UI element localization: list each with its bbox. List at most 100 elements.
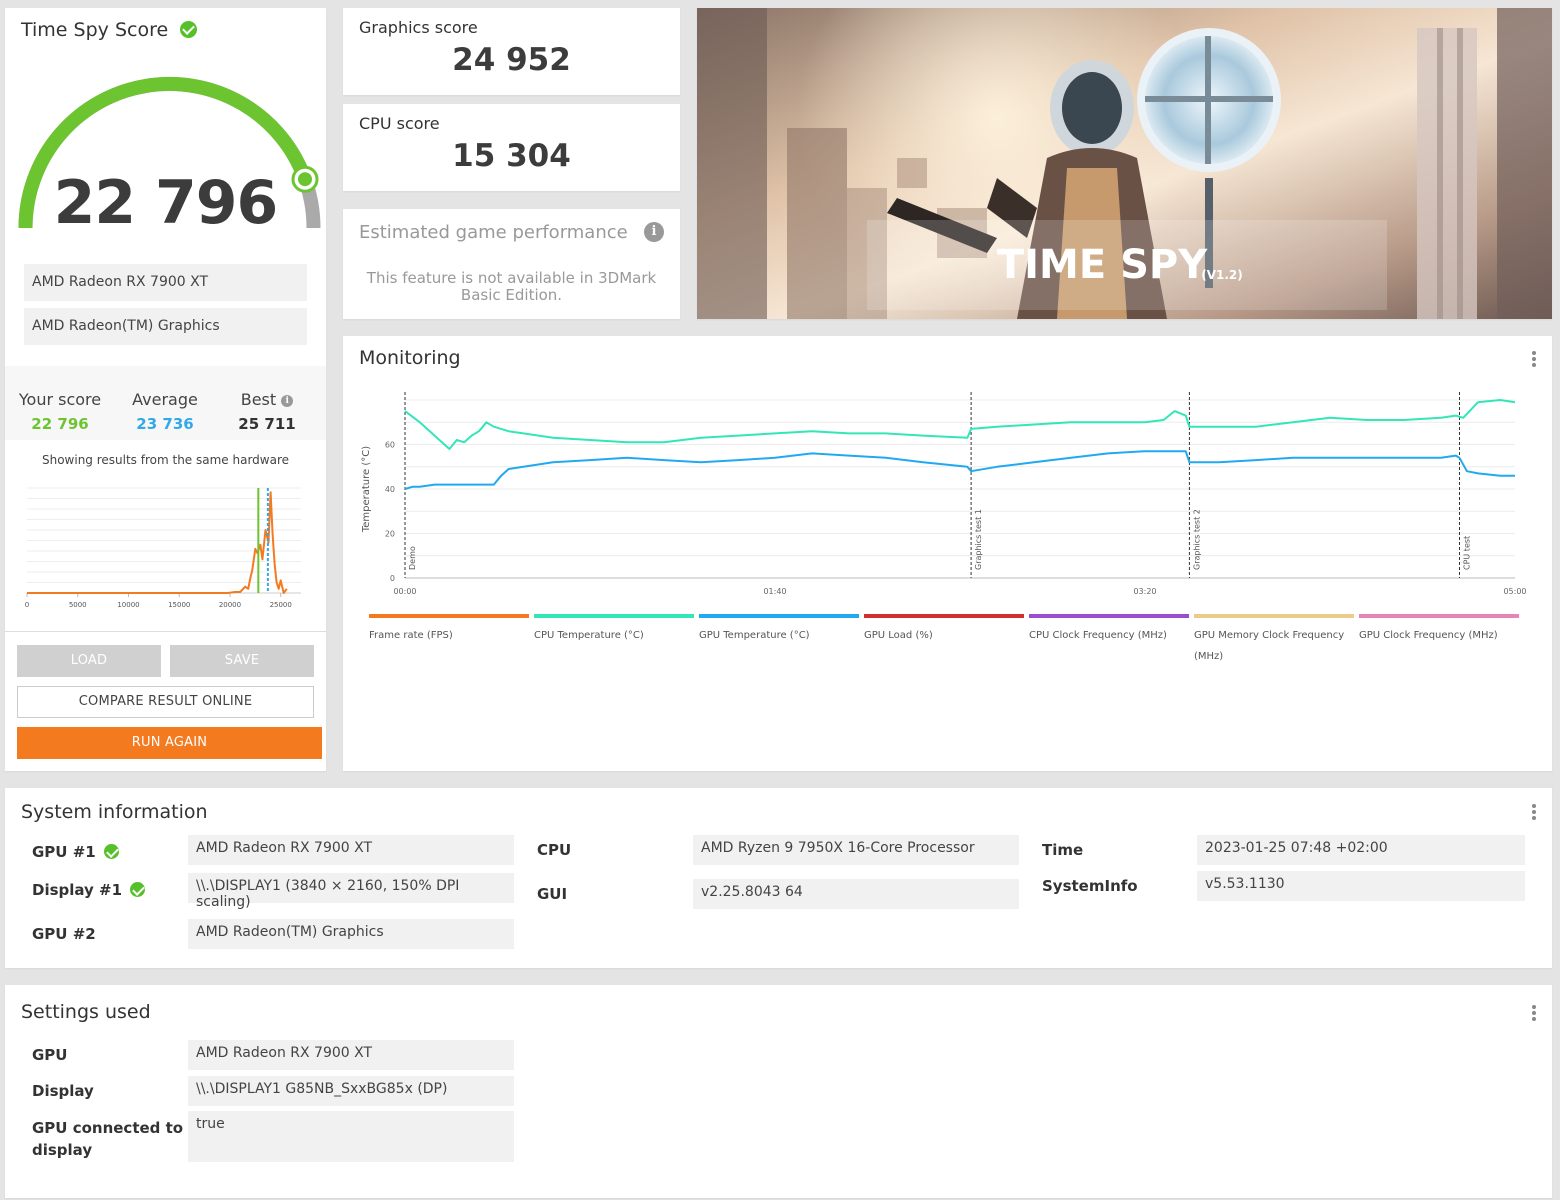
monitoring-panel: Monitoring 0 20 40 60 00:00 01:40 03:20 05:00 Te… bbox=[343, 336, 1552, 771]
y-tick-label: 60 bbox=[385, 441, 395, 450]
gauge-fill bbox=[18, 76, 312, 229]
distribution-line bbox=[27, 491, 288, 594]
settings-display-key: Display bbox=[32, 1082, 94, 1100]
settings-display-value: \\.\DISPLAY1 G85NB_SxxBG85x (DP) bbox=[188, 1076, 514, 1106]
settings-used-title: Settings used bbox=[21, 1001, 151, 1023]
legend-swatch bbox=[369, 614, 529, 618]
gpu-1-key: GPU #1 bbox=[32, 843, 96, 861]
cpu-score-card: CPU score 15 304 bbox=[343, 104, 680, 191]
x-tick-label: 10000 bbox=[117, 601, 139, 609]
y-axis-label: Temperature (°C) bbox=[361, 446, 372, 533]
settings-connected-key-line-2: display bbox=[32, 1141, 93, 1159]
your-score-label: Your score bbox=[18, 390, 102, 409]
score-title: Time Spy Score bbox=[21, 19, 169, 41]
graphics-score-card: Graphics score 24 952 bbox=[343, 8, 680, 95]
display-1-key-row: Display #1 bbox=[32, 881, 146, 899]
more-options-icon[interactable] bbox=[1532, 351, 1536, 369]
gpu-2-value: AMD Radeon(TM) Graphics bbox=[188, 919, 514, 949]
average-label: Average bbox=[132, 390, 198, 409]
check-icon bbox=[103, 843, 119, 859]
time-spy-banner: TIME SPY (V1.2) bbox=[697, 8, 1552, 319]
estimated-performance-label: Estimated game performance bbox=[359, 222, 628, 243]
legend-item-frame-rate[interactable]: Frame rate (FPS) bbox=[369, 614, 529, 646]
settings-connected-key: GPU connected to display bbox=[32, 1117, 183, 1161]
graphics-score-value: 24 952 bbox=[452, 42, 571, 78]
legend-label: Frame rate (FPS) bbox=[369, 630, 453, 641]
distribution-chart: 0 5000 10000 15000 20000 25000 bbox=[25, 487, 301, 609]
cpu-score-value: 15 304 bbox=[452, 138, 571, 174]
hardware-gpu-2: AMD Radeon(TM) Graphics bbox=[24, 308, 307, 345]
score-gauge bbox=[18, 76, 321, 229]
x-tick-label: 01:40 bbox=[763, 587, 786, 596]
legend-item-gpu-load[interactable]: GPU Load (%) bbox=[864, 614, 1024, 646]
same-hardware-note: Showing results from the same hardware bbox=[41, 453, 290, 467]
legend-item-gpu-memory-clock[interactable]: GPU Memory Clock Frequency (MHz) bbox=[1194, 614, 1354, 667]
marker-label: Graphics test 2 bbox=[1192, 509, 1201, 570]
legend-item-gpu-temperature[interactable]: GPU Temperature (°C) bbox=[699, 614, 859, 646]
settings-gpu-value: AMD Radeon RX 7900 XT bbox=[188, 1040, 514, 1070]
y-tick-label: 40 bbox=[385, 485, 395, 494]
score-panel: Time Spy Score 22 796 AMD Radeon RX 7900… bbox=[5, 8, 326, 771]
legend-swatch bbox=[534, 614, 694, 618]
divider bbox=[5, 631, 326, 632]
legend-item-cpu-clock[interactable]: CPU Clock Frequency (MHz) bbox=[1029, 614, 1189, 646]
graphics-score-label: Graphics score bbox=[359, 18, 478, 37]
gpu-1-key-row: GPU #1 bbox=[32, 843, 119, 861]
estimated-performance-note: This feature is not available in 3DMark … bbox=[366, 269, 657, 304]
series-line bbox=[404, 450, 1515, 490]
best-label-row: Best i bbox=[217, 390, 317, 409]
x-tick-label: 00:00 bbox=[393, 587, 416, 596]
legend-swatch bbox=[1359, 614, 1519, 618]
more-options-icon[interactable] bbox=[1532, 804, 1536, 822]
marker-label: Demo bbox=[408, 546, 417, 570]
gauge-knob-center bbox=[298, 172, 312, 187]
load-button[interactable]: LOAD bbox=[17, 645, 161, 677]
estimated-performance-card: Estimated game performance i This featur… bbox=[343, 209, 680, 319]
legend-label: GPU Clock Frequency (MHz) bbox=[1359, 630, 1498, 641]
monitoring-title: Monitoring bbox=[359, 347, 461, 369]
system-information-title: System information bbox=[21, 801, 208, 823]
compare-online-button[interactable]: COMPARE RESULT ONLINE bbox=[17, 686, 314, 718]
info-icon[interactable]: i bbox=[281, 394, 294, 407]
marker-label: CPU test bbox=[1463, 536, 1472, 570]
settings-connected-key-line-1: GPU connected to bbox=[32, 1119, 184, 1137]
legend-label: CPU Clock Frequency (MHz) bbox=[1029, 630, 1167, 641]
gpu-1-value: AMD Radeon RX 7900 XT bbox=[188, 835, 514, 865]
display-1-value: \\.\DISPLAY1 (3840 × 2160, 150% DPI scal… bbox=[188, 873, 514, 910]
legend-swatch bbox=[864, 614, 1024, 618]
info-icon[interactable]: i bbox=[644, 222, 664, 242]
systeminfo-key: SystemInfo bbox=[1042, 877, 1138, 895]
gui-key: GUI bbox=[537, 885, 568, 903]
x-tick-label: 05:00 bbox=[1503, 587, 1526, 596]
banner-version: (V1.2) bbox=[1201, 268, 1243, 282]
marker-label: Graphics test 1 bbox=[974, 509, 983, 570]
legend-label: GPU Memory Clock Frequency (MHz) bbox=[1194, 630, 1345, 662]
series-line bbox=[404, 399, 1516, 450]
gui-value: v2.25.8043 64 bbox=[693, 879, 1019, 909]
x-tick-label: 15000 bbox=[168, 601, 190, 609]
best-label: Best bbox=[240, 390, 277, 409]
x-tick-label: 03:20 bbox=[1133, 587, 1156, 596]
overall-score: 22 796 bbox=[53, 168, 279, 238]
your-score-value: 22 796 bbox=[31, 415, 89, 433]
legend-label: GPU Temperature (°C) bbox=[699, 630, 810, 641]
more-options-icon[interactable] bbox=[1532, 1005, 1536, 1023]
x-tick-label: 20000 bbox=[219, 601, 241, 609]
save-button[interactable]: SAVE bbox=[170, 645, 314, 677]
y-tick-label: 0 bbox=[390, 574, 395, 583]
display-1-key: Display #1 bbox=[32, 881, 123, 899]
settings-connected-value: true bbox=[188, 1111, 514, 1162]
settings-used-panel: Settings used GPU AMD Radeon RX 7900 XT … bbox=[5, 985, 1552, 1198]
legend-item-gpu-clock[interactable]: GPU Clock Frequency (MHz) bbox=[1359, 614, 1519, 646]
time-value: 2023-01-25 07:48 +02:00 bbox=[1197, 835, 1525, 865]
legend-item-cpu-temperature[interactable]: CPU Temperature (°C) bbox=[534, 614, 694, 646]
cpu-key: CPU bbox=[537, 841, 572, 859]
system-information-panel: System information GPU #1 AMD Radeon RX … bbox=[5, 788, 1552, 968]
legend-swatch bbox=[699, 614, 859, 618]
legend-swatch bbox=[1194, 614, 1354, 618]
banner-artwork: TIME SPY (V1.2) bbox=[697, 8, 1552, 319]
hardware-gpu-1: AMD Radeon RX 7900 XT bbox=[24, 264, 307, 301]
legend-label: GPU Load (%) bbox=[864, 630, 933, 641]
run-again-button[interactable]: RUN AGAIN bbox=[17, 727, 322, 759]
legend-label: CPU Temperature (°C) bbox=[534, 630, 644, 641]
